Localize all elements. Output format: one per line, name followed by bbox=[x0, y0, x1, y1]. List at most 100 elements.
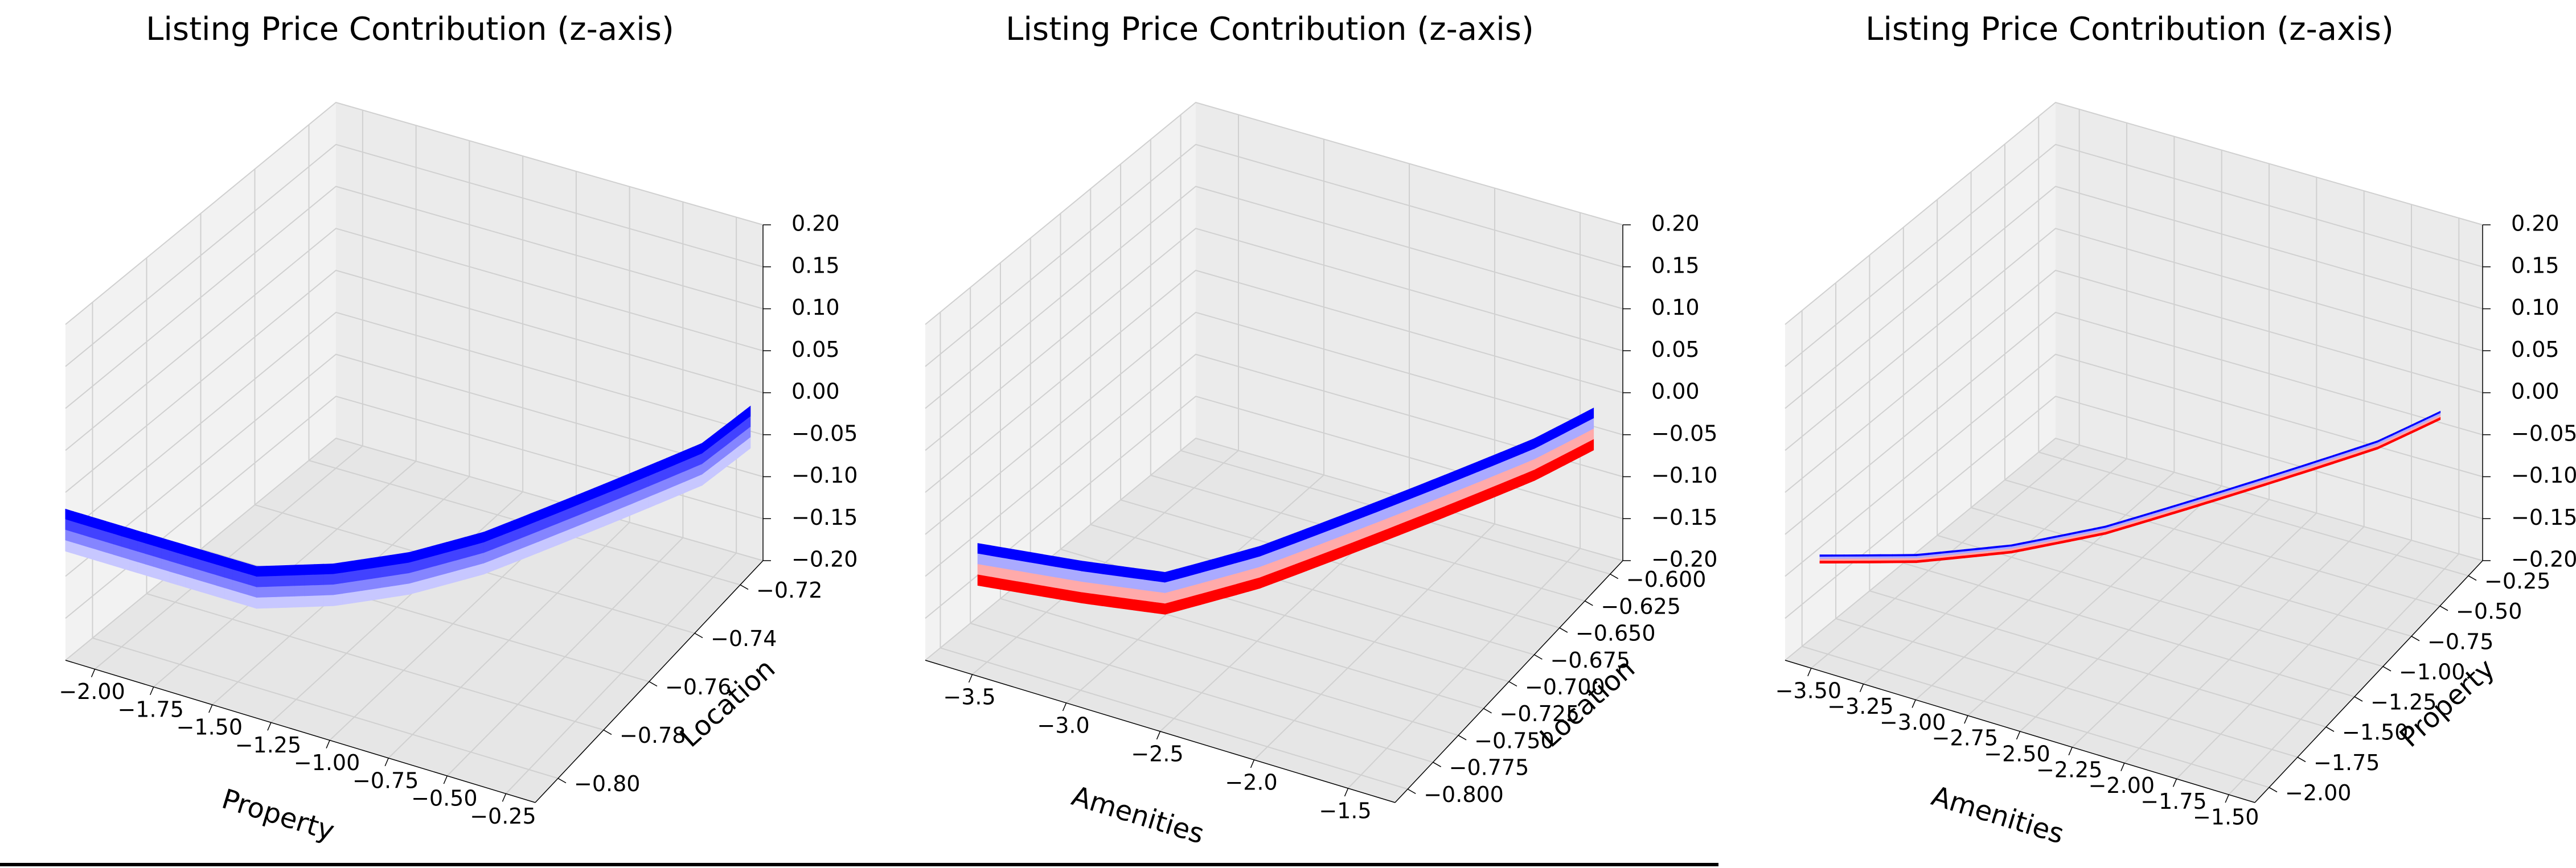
x-tick bbox=[1344, 788, 1349, 797]
x-tick bbox=[149, 686, 154, 696]
y-axis-line bbox=[2254, 560, 2483, 803]
surface-patch bbox=[121, 557, 130, 571]
surface-patch bbox=[399, 552, 410, 565]
grid-line-y bbox=[1937, 534, 2384, 667]
surface-patch bbox=[362, 558, 372, 571]
surface-patch bbox=[1844, 554, 1857, 557]
surface-patch bbox=[294, 596, 305, 608]
surface-patch bbox=[314, 563, 325, 575]
surface-patch bbox=[304, 574, 315, 586]
surface-patch bbox=[1144, 600, 1155, 614]
y-tick-label: −1.50 bbox=[2342, 720, 2408, 745]
surface-patch bbox=[399, 573, 410, 586]
z-tick-label: 0.20 bbox=[2511, 211, 2559, 236]
surface-patch bbox=[428, 575, 438, 590]
surface-patch bbox=[1003, 579, 1018, 593]
bottom-rule bbox=[854, 863, 1718, 866]
y-tick-label: −0.80 bbox=[574, 771, 640, 796]
x-tick bbox=[1807, 668, 1812, 677]
grid-line-z bbox=[65, 101, 764, 325]
surface-patch bbox=[399, 583, 410, 597]
y-tick-label: −0.76 bbox=[665, 674, 731, 700]
surface-patch bbox=[65, 540, 74, 554]
surface-patch bbox=[390, 563, 400, 577]
surface-patch bbox=[276, 586, 286, 598]
surface-patch bbox=[185, 576, 194, 590]
x-tick-label: −1.75 bbox=[2140, 789, 2206, 814]
surface-patch bbox=[314, 595, 325, 607]
surface-patch bbox=[323, 595, 334, 607]
y-tick-label: −0.750 bbox=[1474, 728, 1554, 753]
surface-patch bbox=[285, 596, 296, 608]
z-tick-label: −0.15 bbox=[2511, 505, 2576, 530]
x-axis-label: Property bbox=[218, 783, 338, 848]
surface-patch bbox=[380, 586, 391, 599]
z-tick-label: −0.05 bbox=[2511, 421, 2576, 446]
z-tick-label: −0.10 bbox=[1651, 463, 1717, 488]
y-tick bbox=[1559, 627, 1568, 633]
chart-panel-1: −2.00−1.75−1.50−1.25−1.00−0.75−0.50−0.25… bbox=[59, 11, 858, 847]
surface-patch bbox=[1904, 560, 1917, 563]
surface-patch bbox=[1154, 591, 1166, 604]
y-tick-label: −0.700 bbox=[1525, 674, 1605, 700]
y-tick-label: −0.75 bbox=[2427, 629, 2493, 654]
surface-patch bbox=[161, 569, 170, 583]
surface-patch bbox=[276, 575, 286, 587]
surface-patch bbox=[240, 593, 249, 607]
z-tick-label: 0.05 bbox=[1651, 337, 1700, 362]
surface-patch bbox=[153, 566, 162, 581]
surface-patch bbox=[193, 578, 202, 593]
surface-patch bbox=[333, 583, 343, 596]
surface-patch bbox=[304, 564, 315, 576]
surface-patch bbox=[371, 577, 382, 590]
surface-patch bbox=[352, 559, 363, 572]
surface-patch bbox=[113, 554, 122, 569]
surface-patch bbox=[1123, 566, 1134, 579]
x-tick-label: −2.75 bbox=[1932, 726, 1998, 751]
surface-patch bbox=[362, 578, 372, 592]
y-tick bbox=[1508, 681, 1517, 687]
surface-patch bbox=[294, 575, 305, 587]
y-tick bbox=[1433, 762, 1442, 767]
x-tick bbox=[502, 793, 507, 802]
z-tick-label: −0.10 bbox=[791, 463, 858, 488]
surface-patch bbox=[977, 574, 991, 588]
surface-patch bbox=[266, 565, 277, 577]
surface-patch bbox=[304, 595, 315, 607]
grid-line-z bbox=[65, 311, 764, 535]
grid-line-x bbox=[1915, 471, 2175, 701]
grid-line-z bbox=[1785, 101, 2483, 325]
chart-panel-3: −3.50−3.25−3.00−2.75−2.50−2.25−2.00−1.75… bbox=[1775, 11, 2576, 850]
y-tick bbox=[2411, 636, 2420, 641]
surface-patch bbox=[1133, 567, 1145, 581]
x-axis-line bbox=[65, 660, 536, 803]
grid-line-z bbox=[925, 143, 1623, 367]
x-tick-label: −2.50 bbox=[1984, 742, 2050, 767]
x-tick bbox=[326, 740, 330, 748]
grid-line-y bbox=[146, 593, 604, 731]
surface-patch bbox=[1586, 439, 1594, 455]
z-tick-label: −0.20 bbox=[1651, 547, 1717, 572]
x-tick bbox=[1062, 702, 1067, 711]
z-tick-label: −0.10 bbox=[2511, 463, 2576, 488]
surface-patch bbox=[97, 550, 106, 564]
y-tick-label: −0.625 bbox=[1601, 594, 1681, 619]
y-tick-label: −0.72 bbox=[756, 578, 822, 603]
surface-patch bbox=[248, 595, 257, 609]
surface-patch bbox=[1113, 596, 1124, 609]
surface-patch bbox=[333, 562, 343, 575]
y-tick-label: −0.725 bbox=[1500, 701, 1580, 726]
x-tick bbox=[1964, 715, 1968, 724]
x-tick-label: −2.0 bbox=[1225, 770, 1277, 795]
x-tick bbox=[2016, 731, 2021, 740]
surface-patch bbox=[266, 597, 277, 608]
surface-patch bbox=[1092, 583, 1103, 596]
surface-patch bbox=[1844, 561, 1857, 563]
surface-patch bbox=[314, 585, 325, 597]
y-tick-label: −0.775 bbox=[1449, 755, 1529, 780]
x-tick bbox=[1156, 731, 1161, 740]
surface-patch bbox=[371, 556, 382, 569]
z-tick-label: 0.05 bbox=[2511, 337, 2559, 362]
surface-patch bbox=[342, 581, 353, 594]
